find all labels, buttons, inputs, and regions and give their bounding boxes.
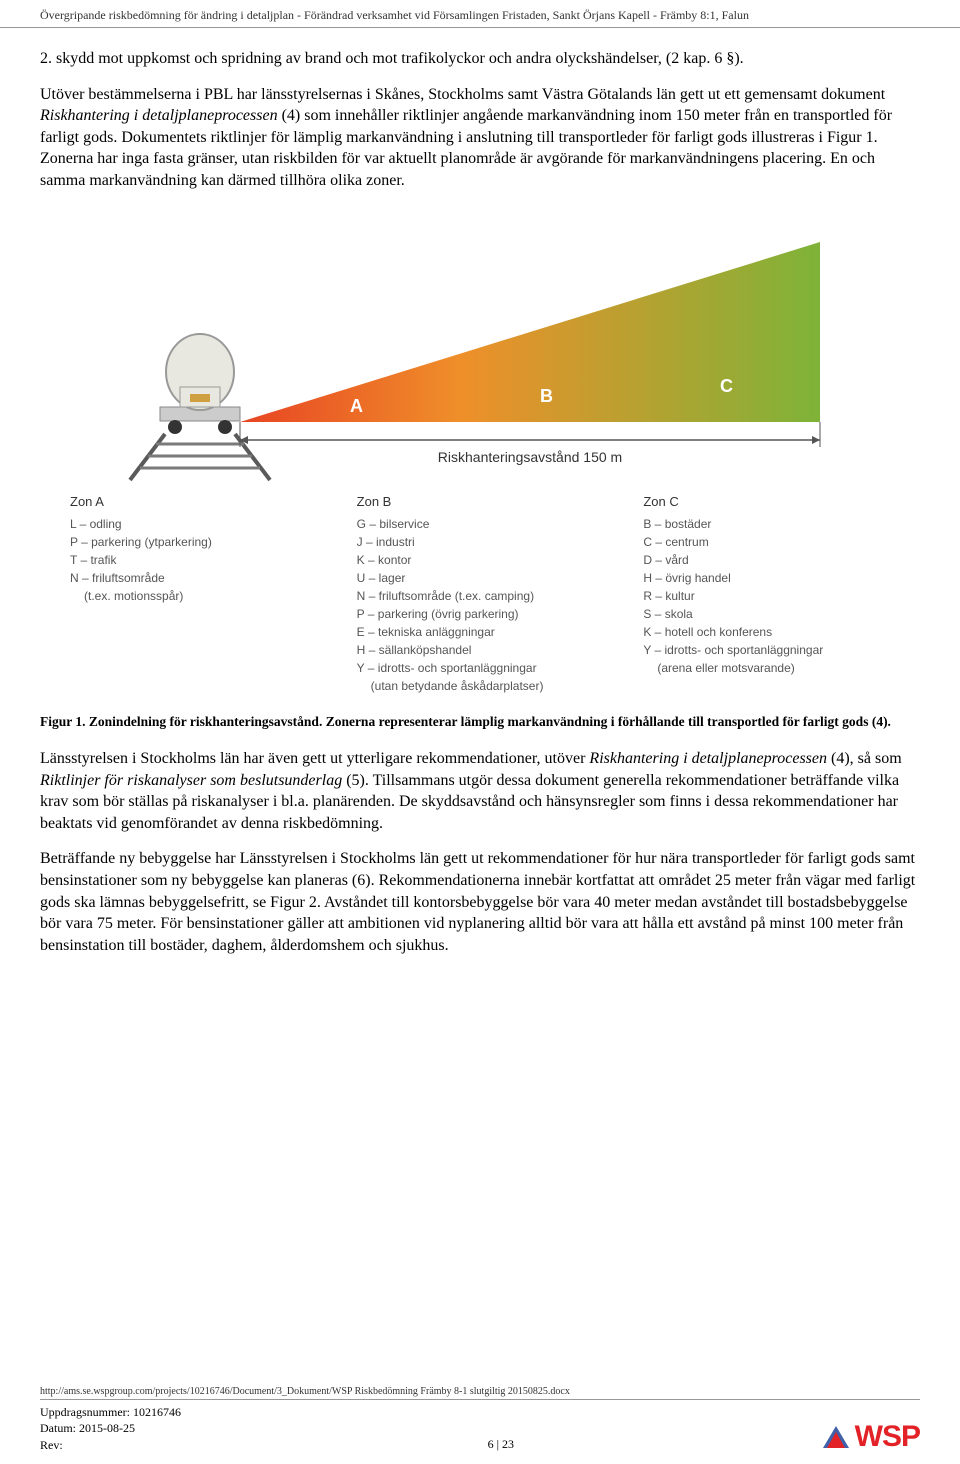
zone-line: (arena eller motsvarande): [643, 659, 890, 677]
footer-rev: Rev:: [40, 1437, 181, 1454]
footer-left: Uppdragsnummer: 10216746 Datum: 2015-08-…: [40, 1404, 181, 1454]
header-title: Övergripande riskbedömning för ändring i…: [40, 8, 749, 22]
page-content: 2. skydd mot uppkomst och spridning av b…: [0, 28, 960, 980]
zone-table: Zon A L – odlingP – parkering (ytparkeri…: [40, 494, 920, 695]
zone-b-title: Zon B: [357, 494, 604, 509]
dimension-line: [240, 422, 820, 447]
logo-mark-icon: [821, 1422, 851, 1452]
zone-line: R – kultur: [643, 587, 890, 605]
paragraph-2: Utöver bestämmelserna i PBL har länsstyr…: [40, 84, 920, 192]
zone-line: U – lager: [357, 569, 604, 587]
zone-line: T – trafik: [70, 551, 317, 569]
zone-line: K – kontor: [357, 551, 604, 569]
page-header: Övergripande riskbedömning för ändring i…: [0, 0, 960, 28]
train-icon: [160, 334, 240, 434]
zone-col-a: Zon A L – odlingP – parkering (ytparkeri…: [70, 494, 317, 695]
zone-label-a: A: [350, 396, 363, 416]
risk-triangle: [240, 242, 820, 422]
paragraph-1: 2. skydd mot uppkomst och spridning av b…: [40, 48, 920, 70]
paragraph-3: Länsstyrelsen i Stockholms län har även …: [40, 748, 920, 834]
figure-svg: A B C: [120, 222, 840, 482]
zone-line: S – skola: [643, 605, 890, 623]
para3-i2: Riktlinjer för riskanalyser som beslutsu…: [40, 772, 342, 789]
zone-line: N – friluftsområde (t.ex. camping): [357, 587, 604, 605]
zone-label-c: C: [720, 376, 733, 396]
para2-italic: Riskhantering i detaljplaneprocessen: [40, 107, 278, 124]
footer-datum: Datum: 2015-08-25: [40, 1420, 181, 1437]
zone-col-b: Zon B G – bilserviceJ – industriK – kont…: [357, 494, 604, 695]
para3-b: (4), så som: [827, 750, 902, 767]
zone-c-title: Zon C: [643, 494, 890, 509]
zone-line: J – industri: [357, 533, 604, 551]
zone-line: H – sällanköpshandel: [357, 641, 604, 659]
zone-line: Y – idrotts- och sportanläggningar: [643, 641, 890, 659]
caption-bold: Figur 1. Zonindelning för riskhanterings…: [40, 714, 891, 729]
zone-col-c: Zon C B – bostäderC – centrumD – vårdH –…: [643, 494, 890, 695]
footer-page: 6 | 23: [181, 1437, 821, 1454]
zone-a-title: Zon A: [70, 494, 317, 509]
zone-line: G – bilservice: [357, 515, 604, 533]
zone-line: K – hotell och konferens: [643, 623, 890, 641]
zone-line: (utan betydande åskådarplatser): [357, 677, 604, 695]
rail-track: [130, 434, 270, 480]
zone-line: Y – idrotts- och sportanläggningar: [357, 659, 604, 677]
figure-1: A B C: [40, 222, 920, 695]
logo-text: WSP: [855, 1420, 920, 1454]
paragraph-4: Beträffande ny bebyggelse har Länsstyrel…: [40, 848, 920, 956]
zone-line: E – tekniska anläggningar: [357, 623, 604, 641]
footer-uppdrag: Uppdragsnummer: 10216746: [40, 1404, 181, 1421]
zone-line: B – bostäder: [643, 515, 890, 533]
page-footer: http://ams.se.wspgroup.com/projects/1021…: [0, 1386, 960, 1454]
risk-distance-label: Riskhanteringsavstånd 150 m: [438, 449, 622, 465]
para3-a: Länsstyrelsen i Stockholms län har även …: [40, 750, 589, 767]
footer-url: http://ams.se.wspgroup.com/projects/1021…: [40, 1386, 920, 1400]
zone-line: P – parkering (ytparkering): [70, 533, 317, 551]
zone-line: H – övrig handel: [643, 569, 890, 587]
wsp-logo: WSP: [821, 1420, 920, 1454]
figure-1-caption: Figur 1. Zonindelning för riskhanterings…: [40, 713, 920, 731]
para3-i1: Riskhantering i detaljplaneprocessen: [589, 750, 827, 767]
para2-text-a: Utöver bestämmelserna i PBL har länsstyr…: [40, 86, 885, 103]
zone-line: L – odling: [70, 515, 317, 533]
zone-line: C – centrum: [643, 533, 890, 551]
zone-label-b: B: [540, 386, 553, 406]
zone-line: P – parkering (övrig parkering): [357, 605, 604, 623]
zone-line: N – friluftsområde: [70, 569, 317, 587]
zone-line: (t.ex. motionsspår): [70, 587, 317, 605]
zone-line: D – vård: [643, 551, 890, 569]
